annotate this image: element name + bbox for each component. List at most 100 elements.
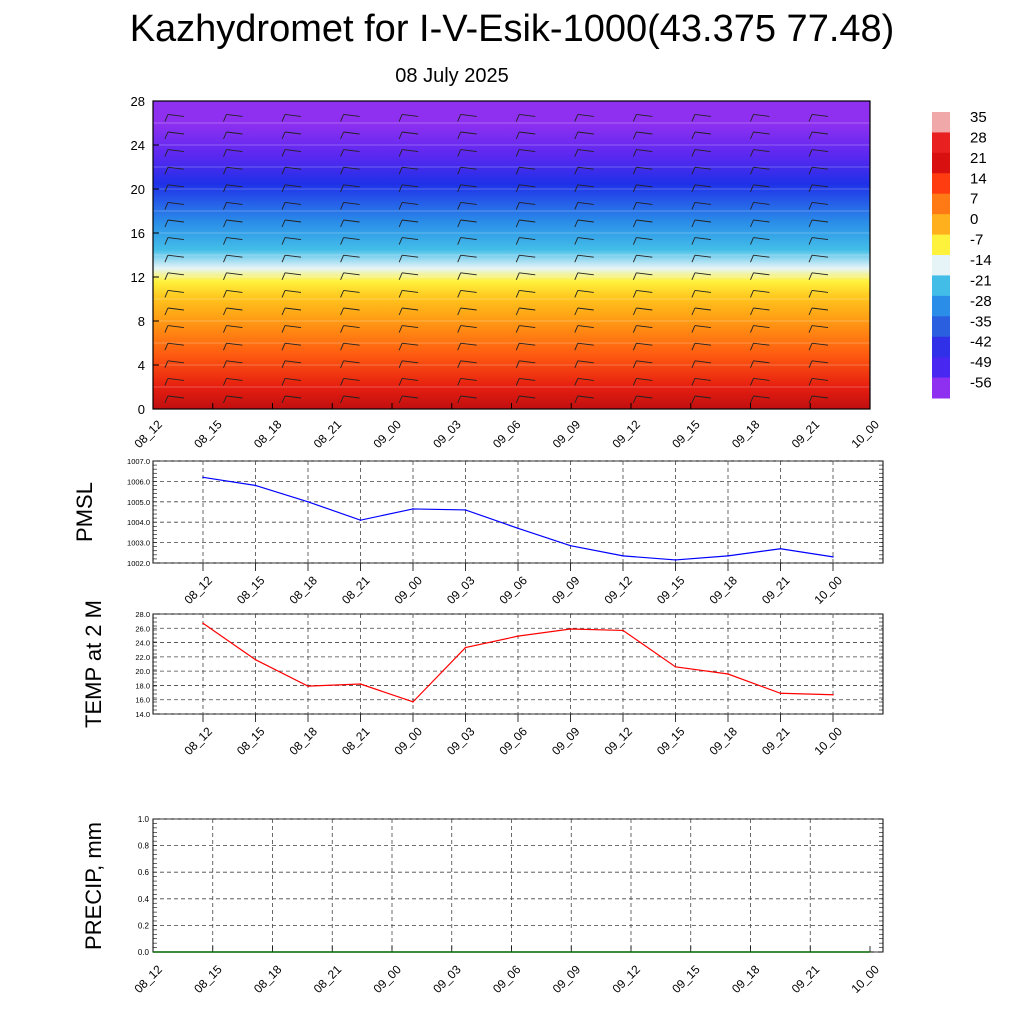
wind-barb: [343, 237, 360, 241]
wind-barb: [577, 254, 594, 258]
wind-barb: [636, 360, 653, 364]
y-tick-label: 0: [138, 402, 145, 417]
wind-barb-flag: [340, 272, 344, 280]
x-tick-label: 09_03: [444, 573, 478, 607]
wind-barb-flag: [340, 378, 344, 386]
wind-barb-flag: [632, 343, 637, 351]
wind-barb-flag: [281, 307, 286, 316]
wind-barb-flag: [515, 149, 520, 157]
wind-barb-flag: [457, 184, 462, 192]
wind-barb: [753, 201, 770, 205]
wind-barb-flag: [574, 395, 579, 404]
wind-barb: [343, 149, 360, 153]
wind-barb: [753, 184, 770, 188]
x-tick-label: 09_03: [444, 724, 478, 758]
wind-barb: [811, 166, 829, 170]
temp2m-ylabel: TEMP at 2 M: [81, 600, 106, 728]
wind-barb-flag: [515, 343, 520, 351]
temp2m-point: [569, 628, 572, 630]
wind-barb: [167, 184, 184, 188]
wind-barb-flag: [281, 237, 286, 245]
wind-barb-flag: [515, 290, 520, 298]
wind-barb: [343, 325, 360, 329]
wind-barb: [284, 360, 302, 364]
wind-barb-flag: [164, 307, 169, 316]
wind-barb-flag: [223, 237, 227, 245]
wind-barb-flag: [223, 131, 227, 140]
wind-barb-flag: [164, 290, 169, 298]
wind-barb: [811, 113, 829, 117]
x-tick-label: 09_03: [430, 417, 464, 451]
wind-barb-flag: [457, 272, 462, 280]
pmsl-point: [779, 547, 782, 550]
wind-barb: [811, 254, 829, 258]
wind-barb-flag: [574, 360, 579, 368]
temp2m-point: [202, 622, 204, 625]
wind-barb: [519, 254, 536, 258]
wind-barb: [519, 131, 536, 135]
wind-barb: [636, 166, 653, 170]
wind-barb: [460, 289, 477, 293]
wind-barb-flag: [340, 167, 344, 175]
wind-barb: [519, 184, 536, 188]
wind-barb-flag: [515, 395, 520, 404]
wind-barb-flag: [808, 255, 813, 263]
colorbar-segment: [932, 173, 950, 195]
wind-barb-flag: [574, 167, 579, 175]
wind-barb: [226, 395, 243, 399]
wind-barb-flag: [223, 114, 227, 122]
colorbar-segment: [932, 357, 950, 379]
wind-barb: [519, 360, 536, 364]
wind-barb-flag: [574, 343, 579, 351]
wind-barb-flag: [457, 149, 462, 157]
wind-barb: [402, 342, 419, 346]
wind-barb-flag: [223, 149, 227, 157]
x-tick-label: 09_18: [706, 724, 740, 758]
wind-barb: [284, 166, 302, 170]
wind-barb-flag: [223, 395, 227, 404]
wind-barb: [167, 272, 184, 276]
wind-barb: [284, 377, 302, 381]
colorbar-label: -56: [970, 375, 992, 392]
wind-barb-flag: [750, 184, 754, 192]
wind-barb: [694, 237, 711, 241]
colorbar-label: -49: [970, 354, 992, 371]
wind-barb-flag: [457, 307, 462, 316]
wind-barb: [402, 289, 419, 293]
y-tick-label: 18.0: [135, 681, 150, 690]
wind-barb: [811, 149, 829, 153]
pmsl-point: [832, 556, 834, 558]
y-tick-label: 4: [138, 358, 145, 373]
wind-barb-flag: [574, 378, 579, 386]
wind-barb-flag: [281, 378, 286, 386]
wind-barb: [636, 307, 653, 311]
wind-barb: [694, 131, 711, 135]
wind-barb-flag: [750, 360, 754, 368]
wind-barb-flag: [457, 290, 462, 298]
wind-barb: [284, 184, 302, 188]
wind-barb-flag: [457, 219, 462, 228]
y-tick-label: 16: [131, 226, 145, 241]
temp2m-point: [779, 692, 782, 695]
wind-barb-flag: [281, 167, 286, 175]
wind-barb: [694, 184, 711, 188]
wind-barb: [284, 131, 302, 135]
wind-barb-flag: [691, 219, 696, 228]
x-tick-label: 09_03: [430, 962, 464, 996]
x-tick-label: 08_15: [234, 573, 268, 607]
wind-barb-flag: [340, 255, 344, 263]
wind-barb-flag: [574, 307, 579, 316]
wind-barb-flag: [808, 167, 813, 175]
y-tick-label: 1002.0: [127, 559, 150, 568]
wind-barb: [636, 201, 653, 205]
wind-barb: [753, 377, 770, 381]
wind-barb-flag: [164, 325, 169, 333]
y-tick-label: 8: [138, 314, 145, 329]
wind-barb: [811, 237, 829, 241]
wind-barb: [460, 272, 477, 276]
wind-barb: [284, 219, 302, 223]
y-tick-label: 1005.0: [127, 498, 150, 507]
wind-barb: [519, 325, 536, 329]
x-tick-label: 09_09: [550, 962, 584, 996]
wind-barb: [636, 219, 653, 223]
